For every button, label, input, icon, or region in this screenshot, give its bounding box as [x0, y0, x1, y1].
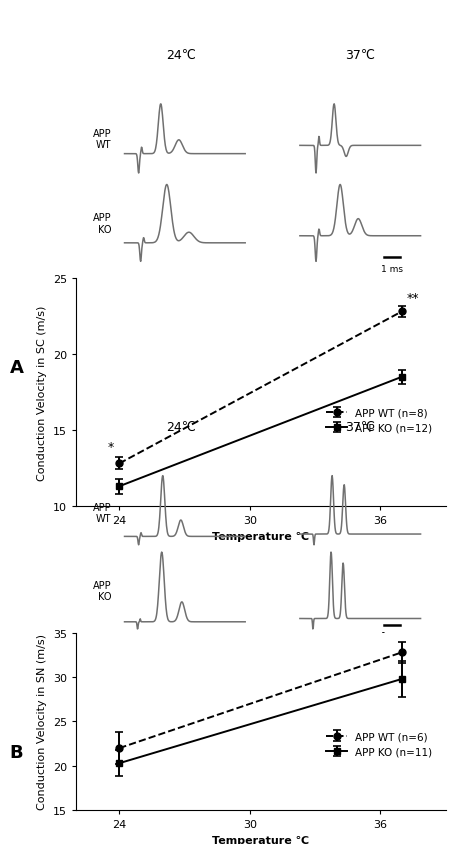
Text: 37℃: 37℃ — [345, 420, 375, 433]
Text: 24℃: 24℃ — [166, 49, 196, 62]
Legend: APP WT (n=6), APP KO (n=11): APP WT (n=6), APP KO (n=11) — [322, 728, 437, 760]
Text: A: A — [9, 359, 23, 376]
Text: 24℃: 24℃ — [166, 420, 196, 433]
Text: 1 ms: 1 ms — [381, 631, 403, 641]
Text: *: * — [108, 441, 114, 453]
Text: APP
KO: APP KO — [93, 580, 111, 602]
Text: 37℃: 37℃ — [345, 49, 375, 62]
Legend: APP WT (n=8), APP KO (n=12): APP WT (n=8), APP KO (n=12) — [322, 404, 437, 437]
Text: APP
WT: APP WT — [93, 128, 111, 150]
Text: APP
KO: APP KO — [93, 213, 111, 235]
Text: B: B — [9, 743, 23, 760]
Text: **: ** — [407, 291, 419, 305]
Y-axis label: Conduction Velocity in SC (m/s): Conduction Velocity in SC (m/s) — [37, 305, 47, 480]
Text: APP
WT: APP WT — [93, 502, 111, 523]
Text: 1 ms: 1 ms — [381, 264, 403, 273]
Y-axis label: Conduction Velocity in SN (m/s): Conduction Velocity in SN (m/s) — [37, 634, 47, 809]
X-axis label: Temperature ℃: Temperature ℃ — [212, 531, 309, 541]
X-axis label: Temperature ℃: Temperature ℃ — [212, 835, 309, 844]
